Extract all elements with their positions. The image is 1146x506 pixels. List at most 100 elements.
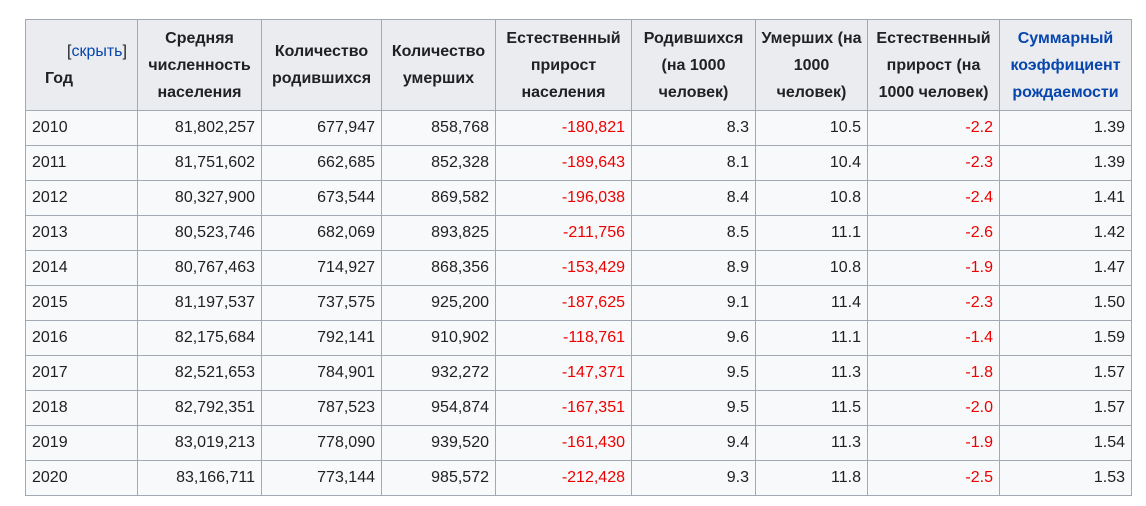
- table-body: 2010 81,802,257 677,947 858,768 -180,821 8.3 1…: [25, 110, 1132, 496]
- header-natural-growth: Естественный прирост населения: [495, 19, 632, 111]
- cell-births: 787,523: [261, 390, 382, 426]
- hide-table-link[interactable]: скрыть: [71, 43, 123, 60]
- table-row: 2017 82,521,653 784,901 932,272 -147,371 9.5 1…: [25, 355, 1132, 391]
- header-year-label: Год: [45, 70, 73, 87]
- cell-births: 773,144: [261, 460, 382, 496]
- header-year: [скрыть] Год: [25, 19, 138, 111]
- cell-year: 2011: [25, 145, 138, 181]
- table-row: 2015 81,197,537 737,575 925,200 -187,625 9.1 1…: [25, 285, 1132, 321]
- cell-growth-rate: -2.2: [867, 110, 1000, 146]
- demographics-table: [скрыть] Год Средняя численность населен…: [25, 19, 1132, 496]
- cell-growth-rate: -1.9: [867, 425, 1000, 461]
- cell-growth-rate: -2.0: [867, 390, 1000, 426]
- cell-tfr: 1.59: [999, 320, 1132, 356]
- cell-natural-growth: -161,430: [495, 425, 632, 461]
- cell-births: 662,685: [261, 145, 382, 181]
- cell-births: 714,927: [261, 250, 382, 286]
- cell-natural-growth: -118,761: [495, 320, 632, 356]
- table-row: 2011 81,751,602 662,685 852,328 -189,643 8.1 1…: [25, 145, 1132, 181]
- cell-birth-rate: 9.5: [631, 390, 756, 426]
- cell-tfr: 1.42: [999, 215, 1132, 251]
- cell-deaths: 893,825: [381, 215, 496, 251]
- cell-birth-rate: 8.9: [631, 250, 756, 286]
- cell-death-rate: 11.3: [755, 355, 868, 391]
- cell-population: 82,521,653: [137, 355, 262, 391]
- cell-growth-rate: -2.3: [867, 145, 1000, 181]
- cell-year: 2013: [25, 215, 138, 251]
- cell-population: 83,166,711: [137, 460, 262, 496]
- cell-deaths: 858,768: [381, 110, 496, 146]
- header-row: [скрыть] Год Средняя численность населен…: [25, 19, 1132, 111]
- header-death-rate: Умерших (на 1000 человек): [755, 19, 868, 111]
- cell-natural-growth: -187,625: [495, 285, 632, 321]
- cell-tfr: 1.41: [999, 180, 1132, 216]
- cell-deaths: 869,582: [381, 180, 496, 216]
- table-row: 2019 83,019,213 778,090 939,520 -161,430 9.4 1…: [25, 425, 1132, 461]
- cell-deaths: 868,356: [381, 250, 496, 286]
- cell-population: 81,802,257: [137, 110, 262, 146]
- cell-death-rate: 10.8: [755, 180, 868, 216]
- cell-population: 81,751,602: [137, 145, 262, 181]
- table-row: 2013 80,523,746 682,069 893,825 -211,756 8.5 1…: [25, 215, 1132, 251]
- cell-growth-rate: -1.8: [867, 355, 1000, 391]
- cell-year: 2020: [25, 460, 138, 496]
- table-row: 2018 82,792,351 787,523 954,874 -167,351 9.5 1…: [25, 390, 1132, 426]
- cell-death-rate: 11.4: [755, 285, 868, 321]
- cell-year: 2010: [25, 110, 138, 146]
- header-deaths: Количество умерших: [381, 19, 496, 111]
- cell-year: 2012: [25, 180, 138, 216]
- cell-births: 792,141: [261, 320, 382, 356]
- header-growth-rate: Естественный прирост (на 1000 человек): [867, 19, 1000, 111]
- cell-tfr: 1.39: [999, 110, 1132, 146]
- cell-birth-rate: 9.3: [631, 460, 756, 496]
- table-row: 2016 82,175,684 792,141 910,902 -118,761 9.6 1…: [25, 320, 1132, 356]
- cell-death-rate: 11.8: [755, 460, 868, 496]
- cell-natural-growth: -196,038: [495, 180, 632, 216]
- cell-growth-rate: -2.6: [867, 215, 1000, 251]
- cell-year: 2019: [25, 425, 138, 461]
- cell-growth-rate: -1.9: [867, 250, 1000, 286]
- cell-death-rate: 11.1: [755, 215, 868, 251]
- cell-natural-growth: -211,756: [495, 215, 632, 251]
- header-tfr: Суммарный коэффициент рождаемости: [999, 19, 1132, 111]
- header-population: Средняя численность населения: [137, 19, 262, 111]
- table-row: 2020 83,166,711 773,144 985,572 -212,428 9.3 1…: [25, 460, 1132, 496]
- cell-year: 2015: [25, 285, 138, 321]
- cell-deaths: 925,200: [381, 285, 496, 321]
- cell-deaths: 932,272: [381, 355, 496, 391]
- cell-tfr: 1.54: [999, 425, 1132, 461]
- cell-population: 83,019,213: [137, 425, 262, 461]
- cell-tfr: 1.50: [999, 285, 1132, 321]
- header-births: Количество родившихся: [261, 19, 382, 111]
- header-birth-rate: Родившихся (на 1000 человек): [631, 19, 756, 111]
- cell-natural-growth: -147,371: [495, 355, 632, 391]
- cell-births: 677,947: [261, 110, 382, 146]
- cell-deaths: 852,328: [381, 145, 496, 181]
- cell-tfr: 1.57: [999, 390, 1132, 426]
- table-row: 2014 80,767,463 714,927 868,356 -153,429 8.9 1…: [25, 250, 1132, 286]
- cell-population: 80,523,746: [137, 215, 262, 251]
- cell-population: 82,175,684: [137, 320, 262, 356]
- cell-deaths: 910,902: [381, 320, 496, 356]
- cell-natural-growth: -167,351: [495, 390, 632, 426]
- cell-death-rate: 11.5: [755, 390, 868, 426]
- cell-birth-rate: 8.5: [631, 215, 756, 251]
- cell-birth-rate: 9.1: [631, 285, 756, 321]
- cell-birth-rate: 8.3: [631, 110, 756, 146]
- cell-death-rate: 11.3: [755, 425, 868, 461]
- cell-tfr: 1.39: [999, 145, 1132, 181]
- tfr-link[interactable]: Суммарный коэффициент рождаемости: [1010, 29, 1121, 101]
- cell-birth-rate: 9.5: [631, 355, 756, 391]
- cell-deaths: 954,874: [381, 390, 496, 426]
- cell-population: 80,767,463: [137, 250, 262, 286]
- cell-tfr: 1.47: [999, 250, 1132, 286]
- cell-natural-growth: -180,821: [495, 110, 632, 146]
- cell-death-rate: 11.1: [755, 320, 868, 356]
- cell-population: 80,327,900: [137, 180, 262, 216]
- cell-birth-rate: 9.6: [631, 320, 756, 356]
- cell-tfr: 1.57: [999, 355, 1132, 391]
- cell-year: 2016: [25, 320, 138, 356]
- cell-births: 673,544: [261, 180, 382, 216]
- cell-natural-growth: -212,428: [495, 460, 632, 496]
- cell-population: 82,792,351: [137, 390, 262, 426]
